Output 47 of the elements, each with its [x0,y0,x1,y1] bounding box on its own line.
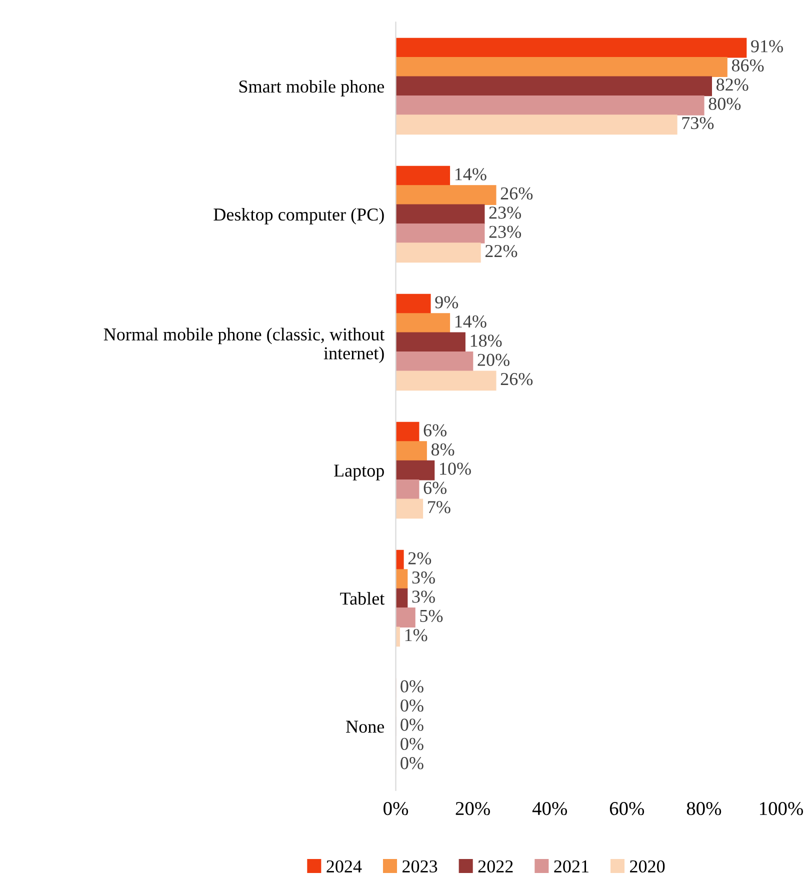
data-label: 8% [431,443,454,456]
x-tick-label: 40% [532,802,568,816]
y-tick-label: Smart mobile phone [239,80,384,96]
x-tick-label: 60% [610,802,644,816]
x-tick-label: 20% [456,802,490,816]
data-label: 6% [424,424,446,436]
data-label: 3% [412,590,435,603]
y-tick-label: Tablet [340,592,385,605]
data-label: 18% [470,334,502,347]
x-tick-label: 0% [384,802,408,816]
data-label: 3% [412,571,435,584]
data-label: 73% [682,116,714,130]
data-label: 6% [424,482,446,494]
data-label: 2% [408,552,432,564]
legend-label: 2021 [554,860,588,873]
data-label: 80% [708,98,741,110]
data-label: 22% [485,244,518,258]
data-label: 10% [440,462,471,475]
data-label: 82% [716,78,748,91]
data-label: 0% [400,738,424,750]
data-label: 0% [400,699,424,712]
data-label: 23% [489,226,522,238]
legend-label: 2022 [478,860,513,873]
y-tick-label: None [346,720,384,733]
y-tick-label: Laptop [334,464,384,480]
legend-label: 2020 [630,860,665,873]
data-label: 0% [400,718,424,731]
data-label: 7% [428,501,450,514]
y-tick-label: Desktop computer (PC) [214,208,384,224]
data-label: 26% [500,187,533,200]
data-label: 20% [478,354,510,366]
data-label: 91% [751,40,783,52]
x-tick-label: 80% [686,802,722,816]
data-label: 9% [435,296,458,308]
data-label: 0% [400,680,424,692]
data-label: 5% [420,610,443,622]
y-tick-label: Normal mobile phone (classic, without internet) [104,328,385,364]
x-tick-label: 100% [760,802,804,816]
data-label: 86% [732,59,764,72]
data-label: 14% [455,168,486,180]
legend-label: 2023 [402,860,438,873]
data-label: 14% [455,315,486,328]
legend-label: 2024 [326,860,362,873]
data-label: 0% [400,757,424,770]
data-label: 1% [405,629,428,642]
data-label: 26% [500,372,533,386]
data-label: 23% [489,206,522,219]
